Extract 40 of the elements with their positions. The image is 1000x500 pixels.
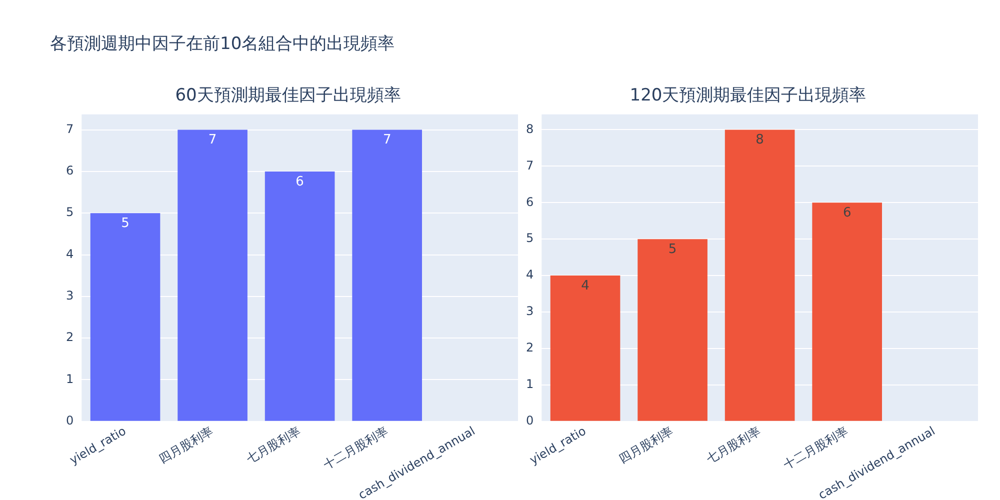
y-tick-label: 1: [526, 377, 534, 392]
bar: [812, 202, 882, 421]
data-label: 5: [121, 216, 130, 231]
y-tick-label: 5: [66, 205, 74, 220]
y-tick-label: 7: [526, 158, 534, 172]
y-tick-label: 3: [526, 304, 534, 318]
y-tick-label: 3: [66, 288, 74, 303]
data-label: 5: [668, 242, 677, 257]
y-tick-label: 4: [526, 268, 534, 282]
x-tick-label: 四月股利率: [156, 424, 216, 466]
data-label: 8: [756, 132, 764, 148]
y-tick-label: 8: [526, 122, 534, 136]
data-label: 6: [842, 206, 852, 221]
data-label: 7: [208, 132, 217, 148]
bar: [264, 171, 335, 421]
y-tick-label: 5: [526, 231, 534, 246]
bar: [638, 239, 708, 421]
data-label: 7: [382, 132, 392, 148]
bar: [550, 276, 620, 421]
y-tick-label: 2: [66, 330, 74, 344]
y-tick-label: 1: [66, 372, 74, 386]
bar: [724, 130, 795, 421]
chart-title: 60天預測期最佳因子出現頻率: [175, 86, 401, 106]
y-tick-label: 6: [66, 164, 74, 178]
x-tick-label: 七月股利率: [704, 424, 763, 466]
y-tick-label: 2: [526, 340, 534, 355]
bar: [178, 130, 248, 421]
bar: [90, 213, 160, 421]
data-label: 4: [581, 278, 590, 294]
y-tick-label: 4: [66, 246, 74, 261]
data-label: 6: [296, 174, 304, 190]
y-tick-label: 6: [526, 194, 534, 209]
x-tick-label: 七月股利率: [244, 424, 303, 466]
text: 各預測週期中因子在前10名組合中的出現頻率: [50, 33, 395, 55]
y-tick-label: 7: [66, 122, 74, 136]
y-tick-label: 0: [526, 414, 534, 428]
bar: [352, 130, 422, 421]
y-tick-label: 0: [66, 414, 74, 428]
x-tick-label: 四月股利率: [616, 424, 676, 466]
chart-title: 120天預測期最佳因子出現頻率: [630, 86, 866, 106]
